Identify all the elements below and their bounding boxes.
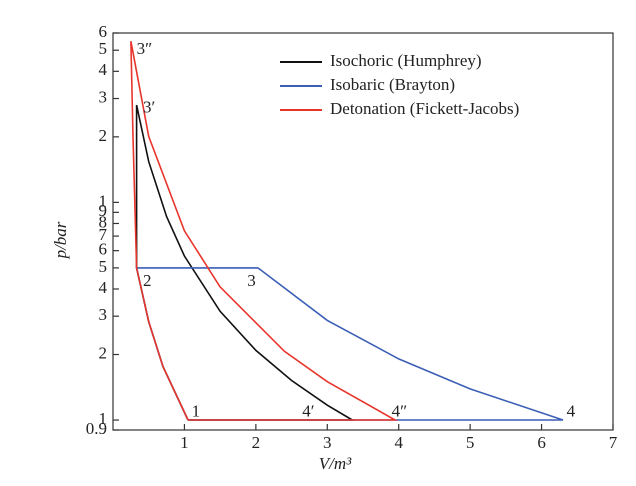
point-label: 3′ bbox=[143, 97, 155, 116]
y-tick-label: 6 bbox=[99, 240, 108, 259]
x-tick-label: 3 bbox=[323, 433, 332, 452]
y-tick-label: 3 bbox=[99, 87, 108, 106]
y-tick-label: 6 bbox=[99, 22, 108, 41]
legend-label: Detonation (Fickett-Jacobs) bbox=[330, 99, 519, 118]
point-label: 2 bbox=[143, 271, 152, 290]
point-label: 1 bbox=[192, 402, 201, 421]
y-tick-label: 2 bbox=[99, 343, 108, 362]
point-label: 3 bbox=[247, 271, 256, 290]
y-tick-label: 1 bbox=[99, 191, 108, 210]
legend-label: Isochoric (Humphrey) bbox=[330, 51, 482, 70]
legend-label: Isobaric (Brayton) bbox=[330, 75, 455, 94]
y-tick-label: 8 bbox=[99, 212, 108, 231]
y-tick-label: 5 bbox=[99, 257, 108, 276]
series-line bbox=[135, 104, 356, 421]
x-tick-label: 5 bbox=[466, 433, 475, 452]
series-line bbox=[130, 41, 399, 421]
x-tick-label: 7 bbox=[609, 433, 618, 452]
x-tick-label: 2 bbox=[252, 433, 261, 452]
y-tick-label: 7 bbox=[99, 225, 108, 244]
point-label: 3″ bbox=[137, 39, 153, 58]
y-tick-label: 0.9 bbox=[86, 419, 107, 438]
y-tick-label: 5 bbox=[99, 39, 108, 58]
plot-frame bbox=[112, 32, 614, 431]
y-tick-label: 2 bbox=[99, 126, 108, 145]
y-axis-label: p/bar bbox=[51, 221, 70, 259]
x-tick-label: 4 bbox=[394, 433, 403, 452]
y-tick-label: 3 bbox=[99, 305, 108, 324]
x-tick-label: 6 bbox=[537, 433, 546, 452]
point-label: 4 bbox=[567, 402, 576, 421]
y-tick-label: 4 bbox=[99, 278, 108, 297]
y-tick-label: 9 bbox=[99, 201, 108, 220]
y-tick-label: 4 bbox=[99, 60, 108, 79]
point-label: 4′ bbox=[302, 402, 314, 421]
y-tick-label: 1 bbox=[99, 409, 108, 428]
x-axis-label: V/m³ bbox=[319, 454, 352, 473]
series-line bbox=[135, 267, 564, 421]
x-tick-label: 1 bbox=[180, 433, 189, 452]
point-label: 4″ bbox=[392, 402, 408, 421]
